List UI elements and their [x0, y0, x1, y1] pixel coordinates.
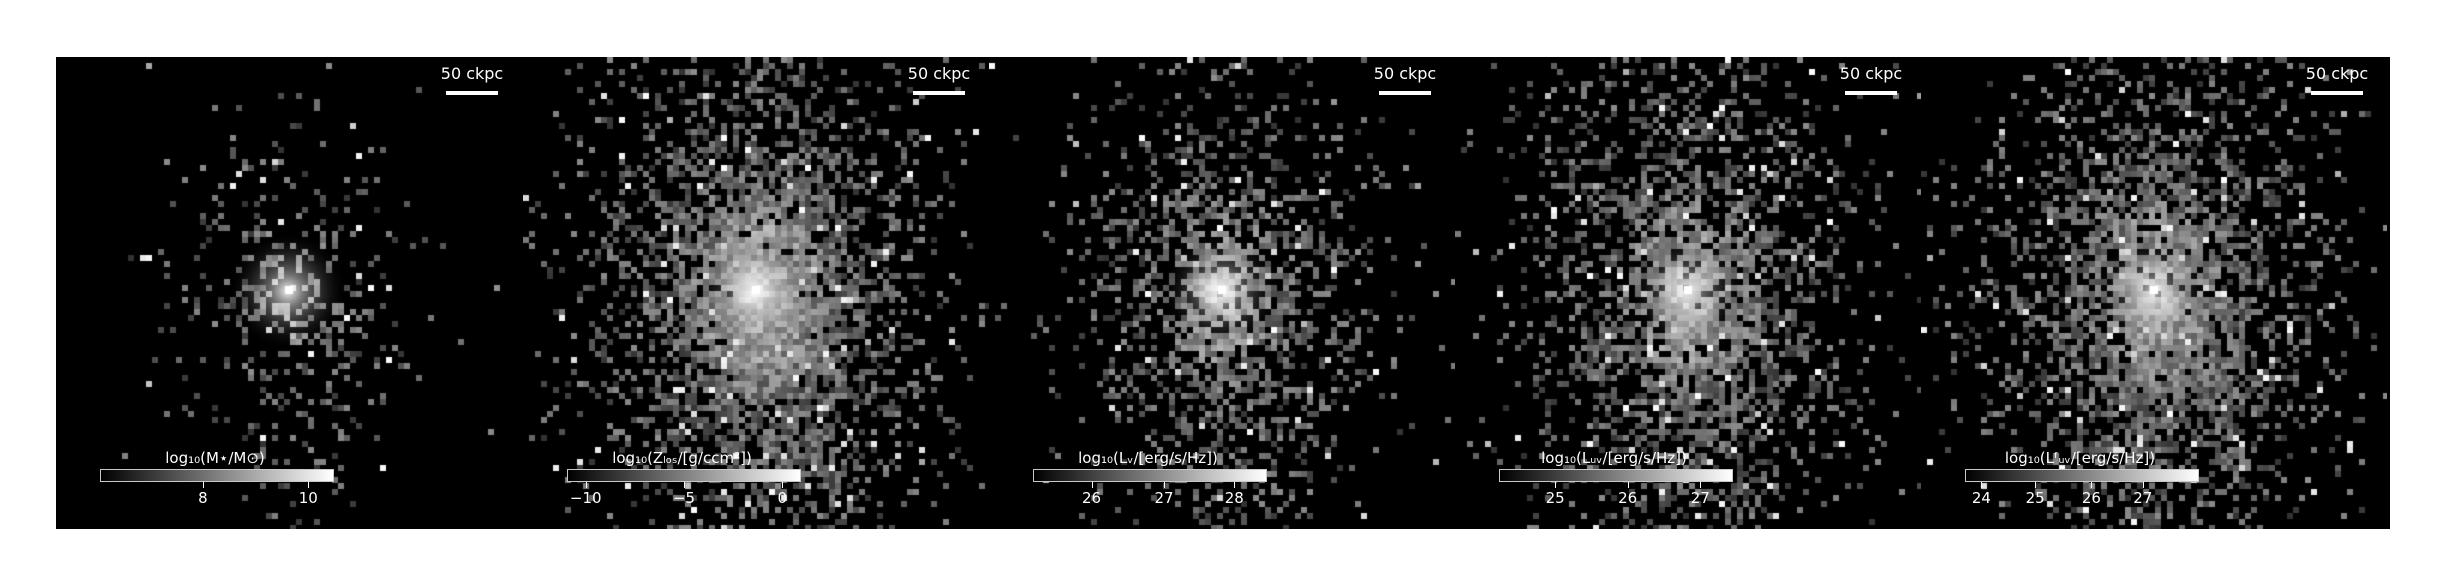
colorbar-label: log₁₀(M⋆/M⊙): [165, 449, 265, 467]
scale-bar: 50 ckpc: [1369, 65, 1441, 95]
colorbar-label: log₁₀(Zₗₒₛ/[g/ccm²]): [612, 449, 752, 467]
colorbar-tick-label: 28: [1224, 489, 1244, 507]
scale-bar-label: 50 ckpc: [1839, 64, 1903, 83]
colorbar-tick: [1555, 482, 1557, 488]
scale-bar: 50 ckpc: [903, 65, 975, 95]
colorbar-tick: [782, 482, 784, 488]
colorbar-tick-label: 26: [1081, 489, 1102, 507]
colorbar-tick-label: 25: [1545, 489, 1565, 507]
colorbar: [1965, 469, 2199, 482]
colorbar-tick: [684, 482, 685, 488]
scale-bar-line: [2311, 91, 2363, 95]
colorbar: [100, 469, 334, 482]
colorbar-tick: [585, 482, 587, 488]
colorbar-tick-label: −5: [672, 489, 696, 507]
colorbar-tick-label: −10: [569, 489, 602, 507]
colorbar-tick-label: 25: [2025, 489, 2045, 507]
colorbar-tick: [308, 482, 310, 488]
colorbar-tick-label: 8: [198, 489, 208, 507]
scale-bar: 50 ckpc: [2301, 65, 2373, 95]
colorbar-tick: [1981, 482, 1983, 488]
pixel-map: [1455, 57, 1921, 529]
colorbar-tick: [1091, 482, 1093, 488]
colorbar-tick: [1627, 482, 1629, 488]
scale-bar-line: [913, 91, 965, 95]
scale-bar-label: 50 ckpc: [2305, 64, 2369, 83]
scale-bar: 50 ckpc: [1835, 65, 1907, 95]
pixel-map: [523, 57, 989, 529]
colorbar-tick: [1234, 482, 1236, 488]
image-strip: 50 ckpc log₁₀(M⋆/M⊙) 8 10 50 ckpc log₁₀(Zₗₒₛ/…: [56, 57, 2390, 529]
scale-bar-label: 50 ckpc: [907, 64, 971, 83]
colorbar: [1499, 469, 1733, 482]
map-panel-3: 50 ckpc log₁₀(Lᵥ/[erg/s/Hz]) 26 27 28: [989, 57, 1455, 529]
colorbar: [567, 469, 801, 482]
colorbar-tick: [2091, 482, 2093, 488]
colorbar-tick-label: 26: [2081, 489, 2101, 507]
colorbar-tick-label: 10: [298, 489, 318, 507]
map-panel-5: 50 ckpc log₁₀(Lᶠᵤᵥ/[erg/s/Hz]) 24 25 26 27: [1921, 57, 2387, 529]
scale-bar-label: 50 ckpc: [440, 64, 504, 83]
colorbar-tick: [1700, 482, 1702, 488]
scale-bar-line: [446, 91, 498, 95]
colorbar-tick-label: 24: [1971, 489, 1991, 507]
colorbar-tick: [2035, 482, 2037, 488]
colorbar-tick-label: 0: [777, 489, 788, 507]
colorbar-tick-label: 27: [1154, 489, 1174, 507]
pixel-map: [56, 57, 522, 529]
map-panel-1: 50 ckpc log₁₀(M⋆/M⊙) 8 10: [56, 57, 522, 529]
colorbar-tick-label: 27: [1690, 489, 1710, 507]
colorbar-label: log₁₀(Lᶠᵤᵥ/[erg/s/Hz]): [2004, 449, 2156, 467]
colorbar-tick: [1164, 482, 1166, 488]
pixel-map: [1921, 57, 2387, 529]
colorbar-label: log₁₀(Lᵥ/[erg/s/Hz]): [1078, 449, 1218, 467]
colorbar-tick: [2142, 482, 2144, 488]
colorbar-tick-label: 27: [2133, 489, 2153, 507]
scale-bar-label: 50 ckpc: [1373, 64, 1437, 83]
scale-bar: 50 ckpc: [436, 65, 508, 95]
pixel-map: [989, 57, 1455, 529]
map-panel-2: 50 ckpc log₁₀(Zₗₒₛ/[g/ccm²]) −10 −5 0: [523, 57, 989, 529]
colorbar-tick-label: 26: [1618, 489, 1638, 507]
colorbar-label: log₁₀(Lᵤᵥ/[erg/s/Hz]): [1541, 449, 1687, 467]
map-panel-4: 50 ckpc log₁₀(Lᵤᵥ/[erg/s/Hz]) 25 26 27: [1455, 57, 1921, 529]
scale-bar-line: [1845, 91, 1897, 95]
colorbar-tick: [202, 482, 204, 488]
scale-bar-line: [1379, 91, 1431, 95]
colorbar: [1033, 469, 1267, 482]
